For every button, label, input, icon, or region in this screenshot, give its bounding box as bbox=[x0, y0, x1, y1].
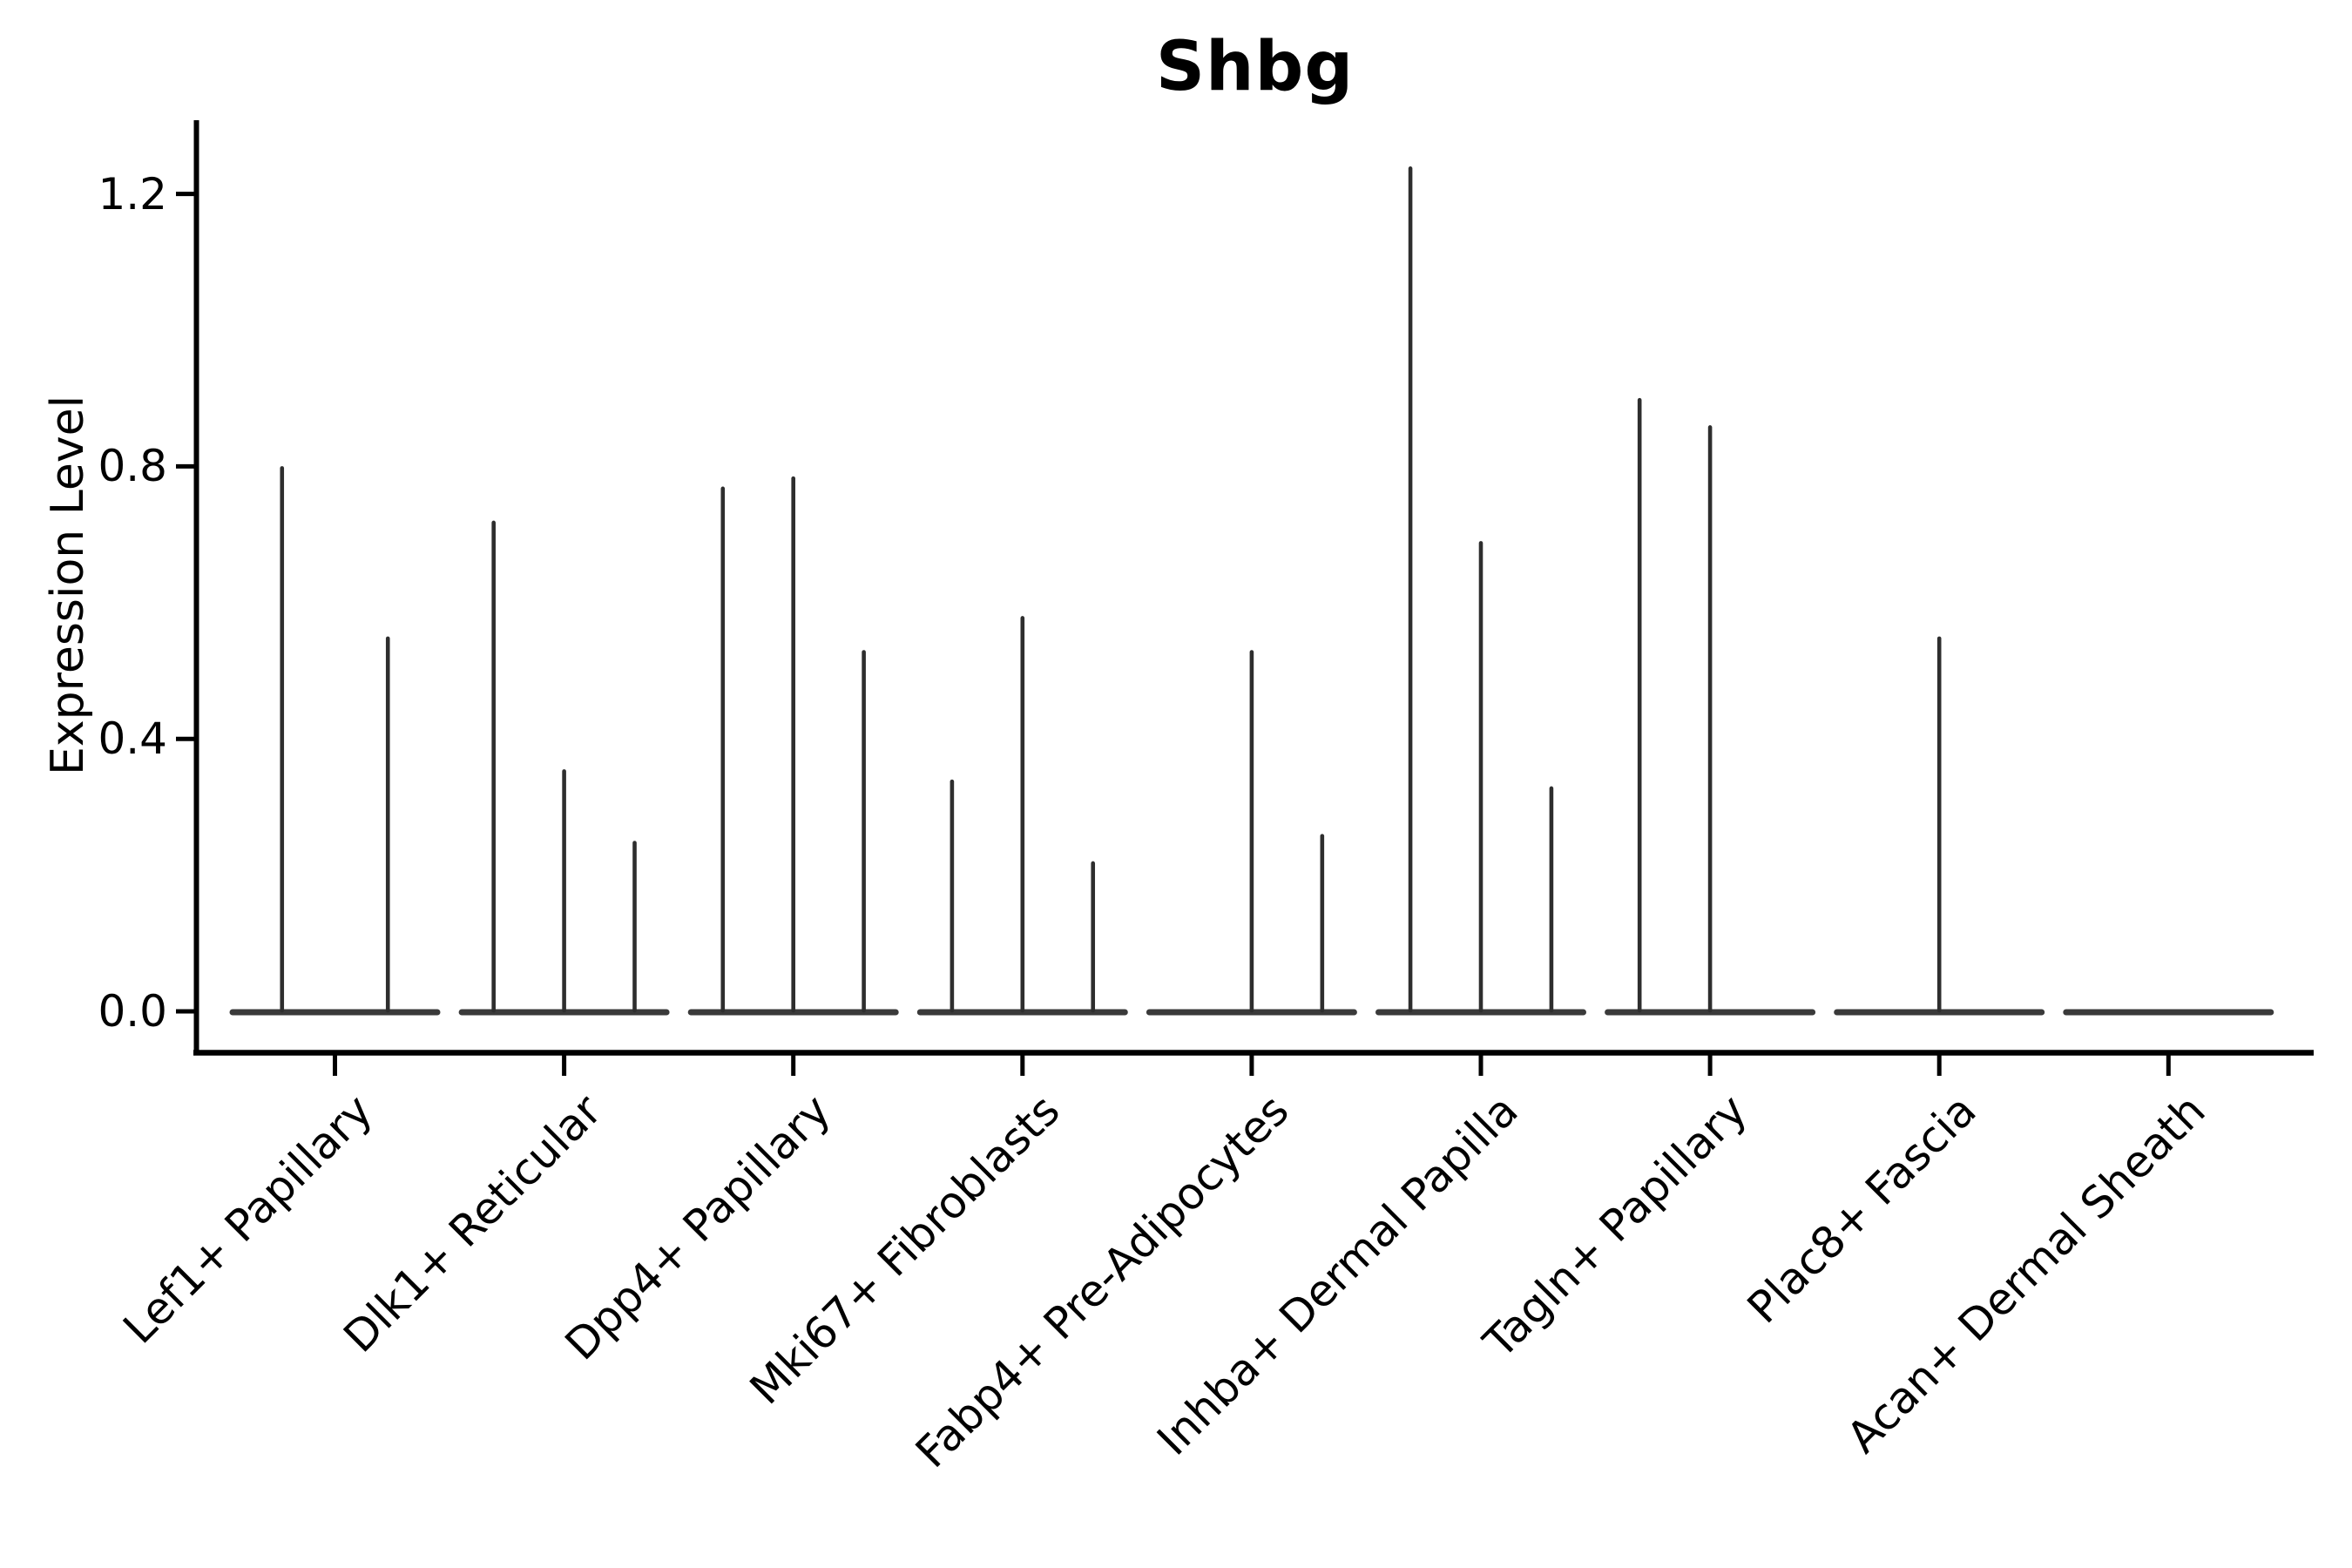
y-tick-label: 1.2 bbox=[98, 168, 167, 220]
chart-title: Shbg bbox=[1155, 28, 1355, 106]
y-tick-label: 0.8 bbox=[98, 441, 167, 492]
y-tick-label: 0.4 bbox=[98, 713, 167, 765]
y-tick-label: 0.0 bbox=[98, 986, 167, 1037]
